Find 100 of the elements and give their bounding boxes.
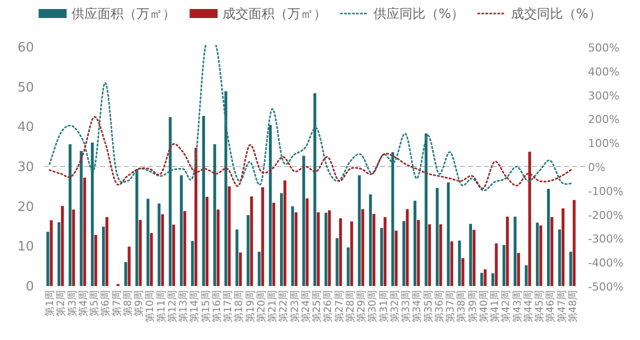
x-tick-label: 第27周 xyxy=(333,290,346,323)
x-tick-label: 第23周 xyxy=(288,290,301,323)
y-tick-label: 20 xyxy=(17,200,34,215)
bar xyxy=(461,258,464,286)
y-tick-label: 60 xyxy=(17,40,34,56)
legend-label: 成交同比（%） xyxy=(511,6,602,22)
x-tick-label: 第45周 xyxy=(534,290,546,323)
x-tick-label: 第24周 xyxy=(300,290,312,323)
x-tick-label: 第31周 xyxy=(378,290,390,323)
bar xyxy=(517,252,520,286)
x-tick-label: 第5周 xyxy=(88,290,101,316)
bar xyxy=(206,196,208,286)
x-tick-label: 第17周 xyxy=(222,290,234,323)
bar xyxy=(358,175,361,286)
bar xyxy=(60,206,64,286)
bar xyxy=(261,187,264,286)
x-tick-label: 第4周 xyxy=(77,290,90,316)
x-tick-label: 第28周 xyxy=(344,290,356,323)
x-tick-label: 第12周 xyxy=(166,290,178,323)
bar xyxy=(514,216,517,286)
y2-tick-label: 100% xyxy=(588,137,620,150)
x-tick-label: 第20周 xyxy=(255,290,268,323)
y2-tick-label: 0% xyxy=(588,161,606,174)
bar xyxy=(306,198,309,286)
y2-tick-label: -500% xyxy=(588,280,624,294)
y-tick-label: 50 xyxy=(17,80,34,96)
bar xyxy=(506,216,509,286)
bar xyxy=(324,212,328,286)
bar xyxy=(146,198,150,286)
x-tick-label: 第13周 xyxy=(178,290,190,323)
bar xyxy=(446,182,450,286)
bar xyxy=(458,240,461,286)
bar xyxy=(180,175,183,286)
bar xyxy=(291,206,294,286)
bar xyxy=(246,215,250,286)
x-tick-label: 第37周 xyxy=(444,290,457,323)
legend-label: 成交面积（万㎡） xyxy=(222,6,327,22)
bar xyxy=(194,148,198,286)
bar xyxy=(562,208,564,286)
bar xyxy=(384,217,386,286)
x-tick-label: 第35周 xyxy=(422,290,434,323)
x-tick-label: 第36周 xyxy=(433,290,446,323)
x-tick-label: 第14周 xyxy=(188,290,201,323)
x-tick-label: 第3周 xyxy=(66,290,78,316)
bar xyxy=(424,133,428,286)
bar xyxy=(547,188,550,286)
bar xyxy=(68,144,72,286)
x-tick-label: 第40周 xyxy=(478,290,490,323)
bar xyxy=(58,222,60,286)
bar xyxy=(313,93,316,286)
bar xyxy=(328,210,331,286)
bar xyxy=(236,229,238,286)
x-tick-label: 第6周 xyxy=(100,290,112,316)
bar xyxy=(536,222,539,286)
x-tick-label: 第29周 xyxy=(356,290,368,323)
bar xyxy=(161,214,164,286)
x-tick-label: 第9周 xyxy=(133,290,146,316)
x-tick-label: 第16周 xyxy=(210,290,223,323)
bar xyxy=(558,229,562,286)
bar xyxy=(283,180,286,286)
x-tick-label: 第42周 xyxy=(500,290,512,323)
y2-tick-label: -300% xyxy=(588,232,624,246)
bar xyxy=(202,116,206,286)
legend-label: 供应同比（%） xyxy=(374,6,464,22)
bar xyxy=(469,224,472,286)
y-tick-label: 40 xyxy=(17,120,34,136)
bar xyxy=(46,232,50,286)
x-tick-label: 第46周 xyxy=(544,290,557,323)
y-tick-label: 10 xyxy=(17,240,34,255)
bar xyxy=(90,142,94,286)
bar xyxy=(191,240,194,286)
legend-label: 供应面积（万㎡） xyxy=(72,6,176,22)
x-tick-label: 第41周 xyxy=(489,290,502,323)
bar xyxy=(550,217,554,286)
bar xyxy=(380,228,384,286)
bar xyxy=(502,244,506,286)
bar xyxy=(102,226,105,286)
x-tick-label: 第1周 xyxy=(44,290,56,316)
x-tick-label: 第47周 xyxy=(556,290,568,323)
bar xyxy=(369,194,372,286)
bar xyxy=(484,269,487,286)
bar xyxy=(339,218,342,286)
x-tick-label: 第44周 xyxy=(522,290,534,323)
bar xyxy=(350,221,354,286)
bar xyxy=(294,212,298,286)
y2-tick-label: 300% xyxy=(588,89,620,102)
bar xyxy=(135,169,138,286)
x-tick-label: 第11周 xyxy=(155,290,168,323)
y-tick-label: 30 xyxy=(17,160,34,175)
bar xyxy=(572,200,576,286)
bar xyxy=(216,210,220,286)
x-tick-label: 第18周 xyxy=(233,290,246,323)
x-tick-label: 第48周 xyxy=(566,290,579,323)
bar xyxy=(172,224,176,286)
x-tick-label: 第30周 xyxy=(366,290,379,323)
y2-tick-label: -100% xyxy=(588,184,624,198)
x-tick-label: 第32周 xyxy=(388,290,401,323)
bar xyxy=(238,252,242,286)
x-tick-label: 第10周 xyxy=(144,290,156,323)
x-tick-label: 第21周 xyxy=(266,290,279,323)
